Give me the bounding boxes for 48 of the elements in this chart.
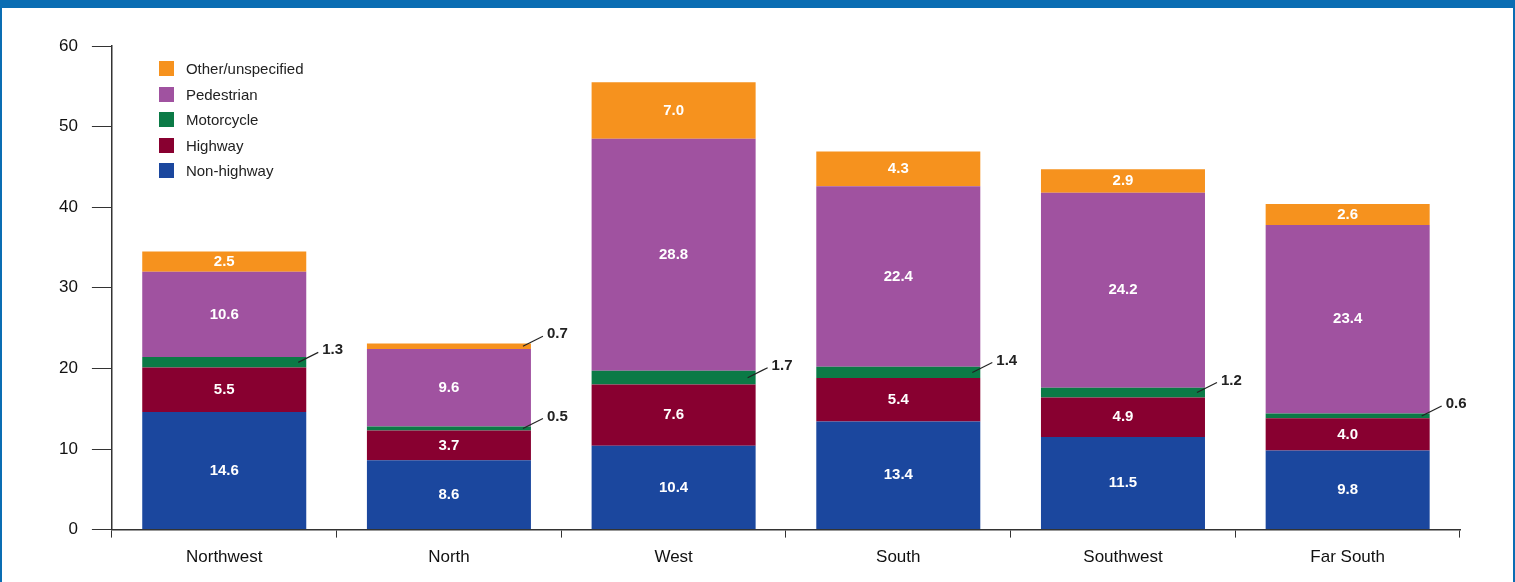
data-label: 5.5 <box>213 379 235 397</box>
data-label: 4.3 <box>887 159 909 177</box>
data-label: 13.4 <box>883 465 914 483</box>
data-label: 8.6 <box>438 484 460 502</box>
data-label: 0.5 <box>546 406 568 424</box>
data-label: 0.6 <box>1445 394 1467 412</box>
data-label: 5.4 <box>887 389 910 407</box>
data-label: 2.5 <box>213 251 235 269</box>
data-label: 9.6 <box>438 377 460 395</box>
data-label: 7.6 <box>663 405 685 423</box>
data-label: 23.4 <box>1333 309 1363 327</box>
x-tick-label: West <box>654 547 694 567</box>
y-tick-label: 30 <box>58 277 78 297</box>
data-label: 1.2 <box>1220 370 1242 388</box>
legend-label: Motorcycle <box>185 111 259 129</box>
data-label: 2.6 <box>1337 204 1359 222</box>
data-label: 2.9 <box>1112 171 1134 189</box>
y-tick-label: 10 <box>58 438 78 458</box>
data-label: 9.8 <box>1337 480 1359 497</box>
legend-label: Other/unspecified <box>185 60 304 78</box>
data-label: 4.0 <box>1337 424 1359 442</box>
y-tick-label: 40 <box>58 196 78 216</box>
legend-label: Highway <box>185 136 244 154</box>
data-label: 14.6 <box>209 460 239 478</box>
data-label: 11.5 <box>1108 473 1138 491</box>
data-label: 1.3 <box>322 340 344 358</box>
data-label: 0.7 <box>546 324 568 342</box>
data-label: 1.4 <box>996 350 1018 368</box>
data-label: 22.4 <box>883 266 914 284</box>
x-tick-label: Southwest <box>1083 547 1163 567</box>
data-label: 1.7 <box>771 355 793 373</box>
x-tick-label: North <box>428 547 470 567</box>
x-tick-label: Northwest <box>185 547 263 567</box>
y-tick-label: 20 <box>58 358 78 378</box>
data-label: 24.2 <box>1108 280 1138 298</box>
y-tick-label: 0 <box>68 519 78 539</box>
legend-label: Non-highway <box>185 162 274 180</box>
data-label: 10.4 <box>659 477 689 495</box>
y-tick-label: 60 <box>58 35 78 55</box>
data-label: 28.8 <box>659 244 689 262</box>
x-tick-label: South <box>876 547 921 567</box>
data-label: 10.6 <box>209 304 239 322</box>
data-label: 7.0 <box>663 100 685 118</box>
data-label: 4.9 <box>1112 407 1134 425</box>
data-label: 3.7 <box>438 435 460 453</box>
x-tick-label: Far South <box>1310 547 1385 567</box>
y-tick-label: 50 <box>58 116 78 136</box>
legend-label: Pedestrian <box>185 85 258 103</box>
